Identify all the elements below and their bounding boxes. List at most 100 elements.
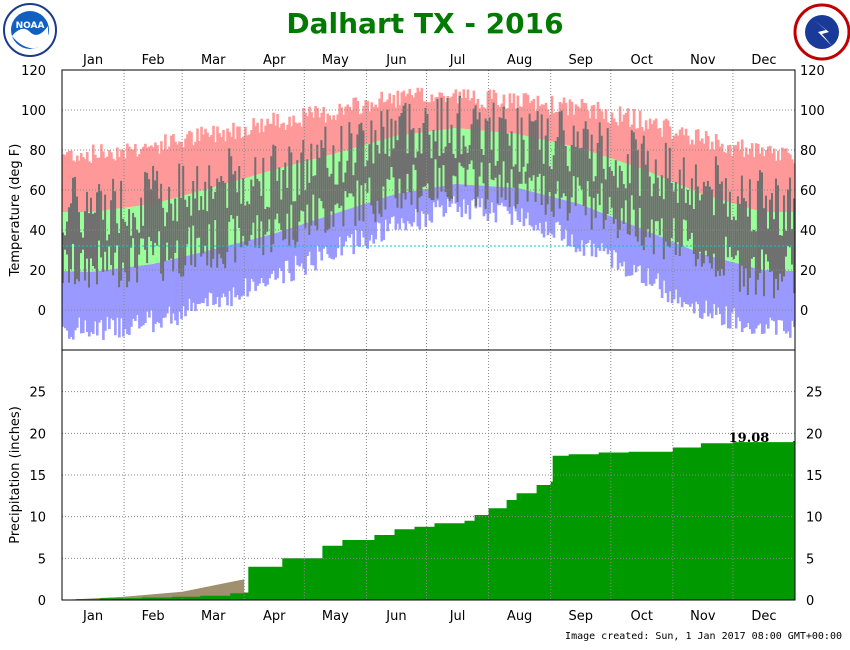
record-high-band	[688, 144, 692, 189]
observed-range-bar	[402, 105, 406, 194]
record-high-band	[198, 141, 201, 192]
observed-range-bar	[268, 207, 271, 220]
record-low-band	[584, 206, 588, 245]
image-created-footer: Image created: Sun, 1 Jan 2017 08:00 GMT…	[565, 631, 842, 642]
record-high-band	[262, 131, 265, 173]
month-label-bottom: Apr	[263, 609, 286, 624]
record-low-band	[740, 264, 744, 332]
record-low-band	[430, 188, 434, 223]
record-low-band	[108, 269, 111, 330]
record-low-band	[754, 268, 758, 329]
observed-range-bar	[448, 143, 452, 201]
record-high-band	[316, 108, 319, 159]
record-low-band	[620, 220, 624, 267]
observed-range-bar	[186, 207, 189, 245]
record-high-band	[542, 104, 546, 140]
record-low-band	[210, 250, 213, 294]
observed-range-bar	[498, 117, 502, 175]
record-low-band	[684, 247, 688, 304]
record-low-band	[494, 186, 498, 223]
record-low-band	[702, 254, 706, 314]
record-low-band	[490, 186, 494, 203]
observed-range-bar	[570, 145, 574, 198]
observed-range-bar	[318, 157, 321, 199]
observed-range-bar	[704, 186, 708, 251]
observed-range-bar	[316, 144, 319, 231]
observed-range-bar	[640, 143, 644, 246]
observed-range-bar	[118, 233, 121, 288]
record-low-band	[736, 263, 740, 318]
observed-range-bar	[434, 141, 438, 160]
temp-ytick-right: 100	[800, 104, 825, 119]
record-low-band	[608, 216, 612, 251]
observed-range-bar	[606, 128, 610, 215]
observed-range-bar	[70, 203, 73, 270]
record-high-band	[488, 89, 492, 132]
chart-title: Dalhart TX - 2016	[286, 7, 563, 40]
observed-range-bar	[270, 156, 273, 253]
record-high-band	[266, 118, 269, 172]
record-high-band	[765, 150, 768, 212]
normal-range-bar	[334, 153, 337, 214]
record-low-band	[542, 194, 546, 238]
record-low-band	[791, 271, 794, 321]
record-high-band	[420, 88, 424, 133]
record-low-band	[144, 265, 147, 323]
record-low-band	[590, 208, 594, 257]
record-low-band	[734, 263, 738, 329]
record-low-band	[656, 235, 660, 274]
record-high-band	[580, 99, 584, 149]
record-high-band	[422, 101, 426, 133]
record-low-band	[530, 191, 534, 227]
record-low-band	[390, 195, 393, 218]
normal-range-bar	[592, 152, 596, 210]
record-low-band	[370, 201, 373, 235]
observed-range-bar	[540, 114, 544, 205]
record-high-band	[730, 155, 734, 203]
record-high-band	[220, 137, 223, 186]
record-high-band	[126, 143, 129, 208]
observed-range-bar	[580, 147, 584, 190]
month-label-bottom: Jan	[82, 609, 103, 624]
observed-range-bar	[82, 237, 85, 250]
record-high-band	[238, 126, 241, 180]
normal-range-bar	[292, 164, 295, 228]
observed-range-bar	[330, 173, 333, 212]
record-low-band	[464, 184, 468, 214]
record-high-band	[226, 128, 229, 184]
observed-range-bar	[568, 171, 572, 213]
observed-range-bar	[732, 216, 736, 259]
record-low-band	[698, 253, 702, 318]
observed-range-bar	[66, 221, 69, 255]
normal-range-bar	[298, 163, 301, 226]
observed-range-bar	[326, 167, 329, 231]
observed-range-bar	[158, 198, 161, 232]
observed-range-bar	[88, 213, 91, 288]
temp-ytick-right: 80	[800, 144, 817, 159]
record-high-band	[206, 132, 209, 190]
record-high-band	[248, 134, 251, 177]
record-low-band	[130, 266, 133, 327]
record-low-band	[789, 270, 792, 338]
record-low-band	[442, 186, 446, 217]
record-high-band	[708, 149, 712, 197]
record-low-band	[724, 260, 728, 307]
record-low-band	[264, 236, 267, 287]
observed-range-bar	[763, 208, 766, 297]
record-low-band	[406, 192, 410, 222]
observed-range-bar	[532, 121, 536, 176]
observed-range-bar	[674, 182, 678, 255]
record-high-band	[256, 122, 259, 175]
record-low-band	[458, 184, 462, 207]
observed-range-bar	[436, 99, 440, 199]
record-high-band	[658, 128, 662, 177]
record-high-band	[298, 122, 301, 164]
record-high-band	[622, 114, 626, 163]
record-high-band	[354, 97, 357, 148]
record-low-band	[468, 184, 472, 220]
record-low-band	[440, 186, 444, 206]
observed-range-bar	[292, 201, 295, 240]
record-high-band	[384, 101, 387, 139]
observed-range-bar	[90, 197, 93, 259]
observed-range-bar	[210, 186, 213, 268]
